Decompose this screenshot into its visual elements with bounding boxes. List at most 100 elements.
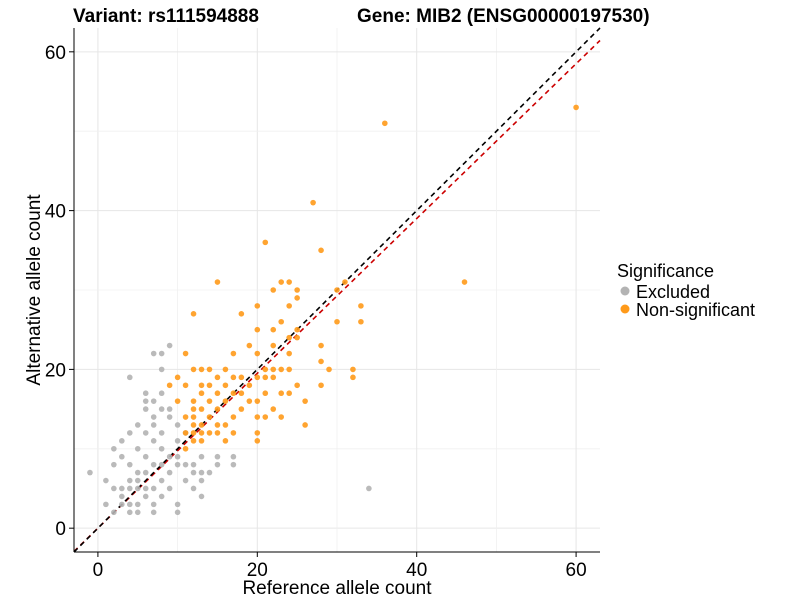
data-point	[230, 350, 237, 357]
data-point	[254, 398, 261, 404]
data-point	[206, 398, 213, 404]
data-point	[150, 485, 157, 492]
data-point	[174, 509, 181, 516]
y-tick-label: 60	[45, 43, 66, 64]
data-point	[254, 438, 261, 444]
data-point	[166, 469, 173, 476]
data-point	[334, 287, 340, 293]
data-point	[190, 311, 197, 317]
data-point	[310, 199, 316, 206]
data-point	[238, 311, 245, 317]
data-point	[142, 406, 149, 412]
data-point	[270, 374, 277, 381]
data-point	[222, 422, 229, 428]
data-point	[342, 279, 348, 285]
data-point	[158, 390, 165, 397]
data-point	[134, 501, 141, 508]
data-point	[206, 469, 213, 476]
data-point	[126, 374, 133, 381]
data-point	[182, 430, 189, 436]
data-point	[166, 406, 173, 412]
data-point	[198, 493, 205, 500]
data-point	[214, 390, 221, 397]
data-point	[206, 430, 213, 436]
axis-ticks: 0 20 40 60 0 20 40 60	[45, 43, 587, 581]
data-point	[142, 453, 149, 460]
data-point	[103, 477, 109, 484]
data-point	[166, 453, 173, 460]
legend-label-excluded: Excluded	[636, 282, 710, 302]
data-point	[158, 445, 165, 452]
data-point	[119, 453, 125, 460]
data-point	[254, 430, 261, 436]
data-point	[198, 469, 205, 476]
data-point	[150, 461, 157, 468]
data-point	[278, 390, 285, 397]
data-point	[262, 366, 269, 373]
data-point	[190, 430, 197, 436]
data-point	[150, 350, 157, 357]
data-point	[190, 414, 197, 420]
data-point	[246, 398, 253, 404]
data-point	[119, 485, 125, 492]
data-point	[206, 382, 213, 389]
data-point	[198, 430, 205, 436]
data-point	[150, 414, 157, 420]
data-point	[286, 366, 292, 373]
x-tick-label: 20	[247, 560, 268, 581]
y-tick-label: 0	[55, 519, 66, 540]
data-point	[294, 295, 300, 301]
data-point	[111, 485, 117, 492]
data-point	[174, 461, 181, 468]
data-point	[238, 390, 245, 397]
data-point	[222, 382, 229, 389]
legend: Significance Excluded Non-significant	[617, 261, 755, 320]
data-point	[158, 477, 165, 484]
data-point	[286, 390, 292, 397]
axes	[73, 28, 600, 553]
data-point	[214, 422, 221, 428]
data-point	[262, 390, 269, 397]
y-tick-label: 20	[45, 360, 66, 381]
data-point	[190, 469, 197, 476]
data-point	[278, 414, 285, 420]
data-point	[230, 461, 237, 468]
data-point	[230, 453, 237, 460]
data-point	[270, 326, 277, 333]
data-point	[573, 104, 579, 111]
data-point	[358, 303, 364, 309]
data-point	[142, 390, 149, 397]
data-point	[254, 414, 261, 420]
data-point	[238, 406, 245, 412]
data-point	[174, 438, 181, 444]
data-point	[174, 398, 181, 404]
data-point	[142, 398, 149, 404]
data-point	[358, 318, 364, 325]
data-point	[182, 445, 189, 452]
data-point	[294, 382, 300, 389]
data-point	[318, 247, 324, 254]
y-tick-label: 40	[45, 202, 66, 223]
data-point	[103, 501, 109, 508]
data-point	[382, 120, 388, 127]
data-point	[230, 430, 237, 436]
data-point	[246, 382, 253, 389]
data-point	[126, 509, 133, 516]
legend-label-non-significant: Non-significant	[636, 300, 755, 320]
data-point	[262, 414, 269, 420]
data-point	[182, 382, 189, 389]
data-point	[111, 461, 117, 468]
data-point	[294, 334, 300, 341]
chart-title-gene: Gene: MIB2 (ENSG00000197530)	[357, 6, 650, 27]
data-point	[126, 501, 133, 508]
data-point	[198, 422, 205, 428]
data-point	[126, 430, 133, 436]
data-point	[270, 342, 277, 349]
data-point	[182, 414, 189, 420]
data-point	[262, 374, 269, 381]
data-point	[214, 453, 221, 460]
data-point	[294, 326, 300, 333]
data-point	[461, 279, 468, 285]
chart-title-variant: Variant: rs111594888	[73, 6, 259, 27]
